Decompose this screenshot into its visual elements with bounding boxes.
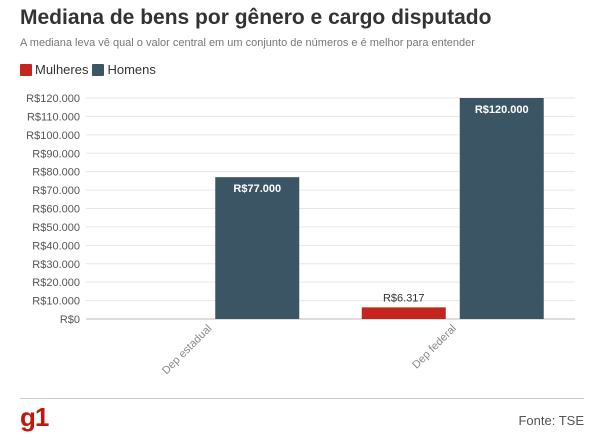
footer-divider xyxy=(20,398,584,399)
source-note: Fonte: TSE xyxy=(518,413,584,428)
data-label: R$120.000 xyxy=(475,104,529,116)
y-tick-label: R$90.000 xyxy=(32,148,80,160)
y-tick-label: R$70.000 xyxy=(32,185,80,197)
y-tick-label: R$100.000 xyxy=(26,130,80,142)
bar-mulheres-1 xyxy=(361,307,446,319)
x-category-label: Dep federal xyxy=(410,323,459,372)
x-category-label: Dep estadual xyxy=(160,323,214,377)
legend-label-homens: Homens xyxy=(107,62,156,77)
legend-item-homens[interactable]: Homens xyxy=(92,62,156,77)
legend-item-mulheres[interactable]: Mulheres xyxy=(20,62,88,77)
data-label: R$77.000 xyxy=(233,183,281,195)
y-tick-label: R$10.000 xyxy=(32,296,80,308)
bar-homens-0 xyxy=(215,177,300,319)
y-tick-label: R$110.000 xyxy=(27,111,80,123)
legend-label-mulheres: Mulheres xyxy=(35,62,89,77)
legend: Mulheres Homens xyxy=(20,62,160,77)
y-tick-label: R$20.000 xyxy=(32,277,80,289)
bar-homens-1 xyxy=(459,98,544,319)
y-tick-label: R$80.000 xyxy=(32,167,80,179)
legend-swatch-mulheres xyxy=(20,63,32,76)
legend-swatch-homens xyxy=(92,63,105,76)
chart-subtitle: A mediana leva vê qual o valor central e… xyxy=(20,37,475,49)
y-tick-label: R$30.000 xyxy=(32,259,80,271)
chart-title: Mediana de bens por gênero e cargo dispu… xyxy=(20,6,492,29)
y-tick-label: R$120.000 xyxy=(26,93,80,105)
data-label: R$6.317 xyxy=(383,292,425,304)
y-tick-label: R$40.000 xyxy=(32,240,80,252)
y-tick-label: R$0 xyxy=(60,314,80,326)
y-tick-label: R$50.000 xyxy=(32,222,80,234)
y-tick-label: R$60.000 xyxy=(32,204,80,216)
bar-chart: R$0 R$10.000 R$20.000 R$30.000 R$40.000 R$50.… xyxy=(26,93,575,377)
g1-logo: g1 xyxy=(20,402,49,432)
